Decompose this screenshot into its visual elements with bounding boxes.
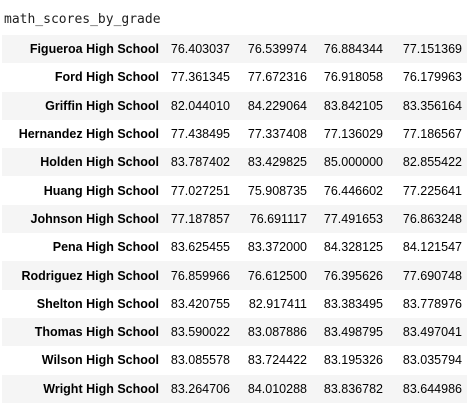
row-index-school-name: Rodriguez High School — [21, 268, 160, 283]
table-row: Figueroa High School 76.403037 76.539974 76… — [2, 35, 467, 64]
score-cell: 83.195326 — [323, 353, 383, 368]
table-row: Huang High School 77.027251 75.908735 76.44… — [2, 176, 467, 205]
score-cell: 83.383495 — [323, 296, 383, 311]
score-cell: 77.690748 — [402, 268, 462, 283]
table-row: Rodriguez High School 76.859966 76.612500 7… — [2, 261, 467, 290]
score-cell: 83.087886 — [247, 325, 307, 340]
score-cell: 77.438495 — [170, 127, 230, 142]
score-cell: 77.187857 — [170, 211, 230, 226]
score-cell: 76.539974 — [247, 42, 307, 57]
score-cell: 82.855422 — [402, 155, 462, 170]
row-index-school-name: Figueroa High School — [29, 42, 159, 57]
score-cell: 84.121547 — [402, 240, 462, 255]
row-index-school-name: Shelton High School — [36, 296, 159, 311]
row-index-school-name: Wilson High School — [41, 353, 159, 368]
score-cell: 83.264706 — [170, 381, 230, 396]
score-cell: 77.337408 — [247, 127, 307, 142]
score-cell: 77.491653 — [323, 211, 383, 226]
score-cell: 83.644986 — [402, 381, 462, 396]
score-cell: 77.027251 — [170, 183, 230, 198]
score-cell: 83.085578 — [170, 353, 230, 368]
score-cell: 76.612500 — [247, 268, 307, 283]
score-cell: 83.625455 — [170, 240, 230, 255]
row-index-school-name: Ford High School — [54, 70, 159, 85]
score-cell: 84.328125 — [323, 240, 383, 255]
table-row: Johnson High School 77.187857 76.691117 77.… — [2, 204, 467, 234]
row-index-school-name: Griffin High School — [45, 98, 159, 113]
score-cell: 83.836782 — [323, 381, 383, 396]
score-cell: 77.672316 — [247, 70, 307, 85]
score-cell: 77.361345 — [170, 70, 230, 85]
score-cell: 83.356164 — [402, 98, 462, 113]
table-row: Griffin High School 82.044010 84.229064 83.… — [2, 91, 467, 120]
row-index-school-name: Pena High School — [52, 240, 159, 255]
table-row: Pena High School 83.625455 83.372000 84.328… — [2, 233, 467, 262]
score-cell: 77.136029 — [323, 127, 383, 142]
score-cell: 77.186567 — [402, 127, 462, 142]
score-cell: 84.010288 — [247, 381, 307, 396]
score-cell: 82.917411 — [248, 296, 307, 311]
score-cell: 76.403037 — [170, 42, 230, 57]
table-row: Hernandez High School 77.438495 77.337408 7… — [2, 119, 467, 149]
score-cell: 83.429825 — [247, 155, 307, 170]
score-cell: 75.908735 — [247, 183, 307, 198]
table-row: Shelton High School 83.420755 82.917411 83.… — [2, 289, 467, 318]
score-cell: 83.590022 — [170, 325, 230, 340]
table-row: Wilson High School 83.085578 83.724422 83.1… — [2, 346, 467, 375]
score-cell: 85.000000 — [323, 155, 383, 170]
score-cell: 76.179963 — [402, 70, 462, 85]
score-cell: 83.035794 — [402, 353, 462, 368]
dataframe-output: Figueroa High School 76.403037 76.539974 76… — [2, 35, 469, 403]
score-cell: 76.446602 — [323, 183, 383, 198]
row-index-school-name: Wright High School — [43, 381, 159, 396]
score-cell: 83.497041 — [402, 325, 462, 340]
score-cell: 83.420755 — [170, 296, 230, 311]
score-cell: 82.044010 — [170, 98, 230, 113]
score-cell: 83.787402 — [170, 155, 230, 170]
score-cell: 83.724422 — [247, 353, 307, 368]
score-cell: 83.498795 — [323, 325, 383, 340]
score-cell: 83.372000 — [247, 240, 307, 255]
score-cell: 76.691117 — [249, 211, 307, 226]
table-row: Holden High School 83.787402 83.429825 85.0… — [2, 148, 467, 177]
score-cell: 83.778976 — [402, 296, 462, 311]
score-cell: 76.918058 — [323, 70, 383, 85]
row-index-school-name: Holden High School — [40, 155, 159, 170]
table-row: Ford High School 77.361345 77.672316 76.918… — [2, 63, 467, 92]
table-row: Wright High School 83.264706 84.010288 83.8… — [2, 374, 467, 403]
score-cell: 84.229064 — [247, 98, 307, 113]
math-scores-table: Figueroa High School 76.403037 76.539974 76… — [2, 35, 467, 403]
row-index-school-name: Thomas High School — [34, 325, 159, 340]
row-index-school-name: Hernandez High School — [18, 127, 159, 142]
table-row: Thomas High School 83.590022 83.087886 83.4… — [2, 317, 467, 347]
score-cell: 77.151369 — [402, 42, 462, 57]
score-cell: 76.863248 — [402, 211, 462, 226]
table-body: Figueroa High School 76.403037 76.539974 76… — [2, 35, 467, 403]
row-index-school-name: Huang High School — [43, 183, 159, 198]
score-cell: 83.842105 — [323, 98, 383, 113]
score-cell: 76.884344 — [323, 42, 383, 57]
score-cell: 76.859966 — [170, 268, 230, 283]
score-cell: 77.225641 — [402, 183, 462, 198]
code-cell-input[interactable]: math_scores_by_grade — [4, 12, 161, 27]
score-cell: 76.395626 — [323, 268, 383, 283]
row-index-school-name: Johnson High School — [30, 211, 159, 226]
